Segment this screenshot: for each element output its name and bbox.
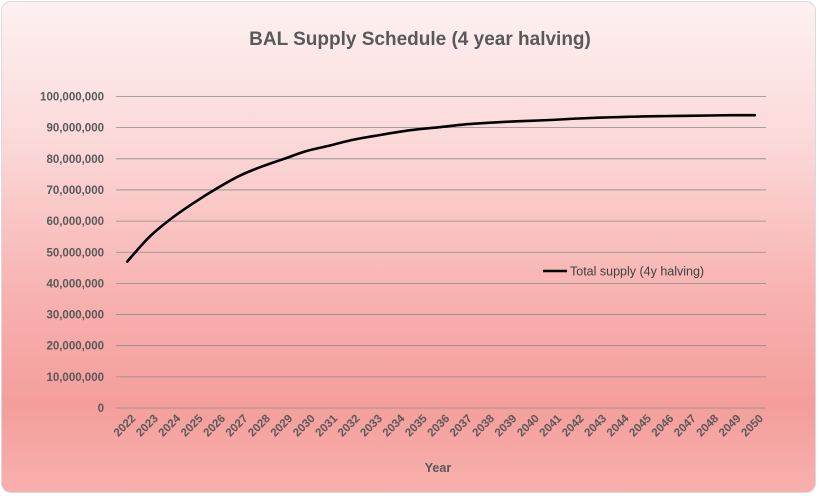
y-tick-label: 100,000,000 xyxy=(40,92,104,104)
x-tick-label: 2034 xyxy=(381,412,408,439)
x-tick-label: 2022 xyxy=(112,413,139,440)
y-tick-label: 0 xyxy=(98,403,104,415)
y-tick-label: 90,000,000 xyxy=(46,123,104,135)
y-tick-label: 80,000,000 xyxy=(46,154,104,166)
x-tick-label: 2026 xyxy=(201,413,228,440)
gridlines xyxy=(116,96,766,409)
x-tick-label: 2024 xyxy=(157,412,184,439)
y-tick-label: 70,000,000 xyxy=(46,185,104,197)
x-tick-label: 2050 xyxy=(739,413,766,440)
y-tick-label: 40,000,000 xyxy=(46,278,104,290)
x-tick-label: 2044 xyxy=(605,412,632,439)
x-tick-label: 2033 xyxy=(358,413,385,440)
x-tick-label: 2035 xyxy=(403,412,430,439)
y-tick-label: 50,000,000 xyxy=(46,247,104,259)
x-tick-label: 2048 xyxy=(695,412,722,439)
x-axis-ticks: 2022202320242025202620272028202920302031… xyxy=(112,412,766,439)
x-tick-label: 2041 xyxy=(538,412,565,439)
x-tick-label: 2042 xyxy=(560,413,587,440)
x-axis-title: Year xyxy=(425,461,452,475)
x-tick-label: 2027 xyxy=(224,413,251,440)
x-tick-label: 2043 xyxy=(583,413,610,440)
chart-title: BAL Supply Schedule (4 year halving) xyxy=(249,29,591,50)
series-lines xyxy=(125,113,757,263)
x-tick-label: 2040 xyxy=(515,413,542,440)
x-tick-label: 2039 xyxy=(493,413,520,440)
series-line-total-supply xyxy=(125,113,757,263)
y-tick-label: 10,000,000 xyxy=(46,372,104,384)
x-tick-label: 2028 xyxy=(246,412,273,439)
legend-label: Total supply (4y halving) xyxy=(570,265,704,279)
x-tick-label: 2037 xyxy=(448,413,475,440)
x-tick-label: 2029 xyxy=(269,413,296,440)
y-axis-ticks: 0 10,000,000 20,000,000 30,000,000 40,000,00… xyxy=(40,92,104,416)
x-tick-label: 2038 xyxy=(470,412,497,439)
y-tick-label: 20,000,000 xyxy=(46,341,104,353)
x-tick-label: 2045 xyxy=(627,412,654,439)
x-tick-label: 2030 xyxy=(291,413,318,440)
legend: Total supply (4y halving) xyxy=(543,265,704,279)
x-tick-label: 2046 xyxy=(650,413,677,440)
x-tick-label: 2031 xyxy=(314,412,341,439)
x-tick-label: 2025 xyxy=(179,412,206,439)
x-tick-label: 2032 xyxy=(336,413,363,440)
x-tick-label: 2047 xyxy=(672,413,699,440)
y-tick-label: 60,000,000 xyxy=(46,216,104,228)
x-tick-label: 2036 xyxy=(426,413,453,440)
y-tick-label: 30,000,000 xyxy=(46,310,104,322)
x-tick-label: 2049 xyxy=(717,413,744,440)
x-tick-label: 2023 xyxy=(134,413,161,440)
